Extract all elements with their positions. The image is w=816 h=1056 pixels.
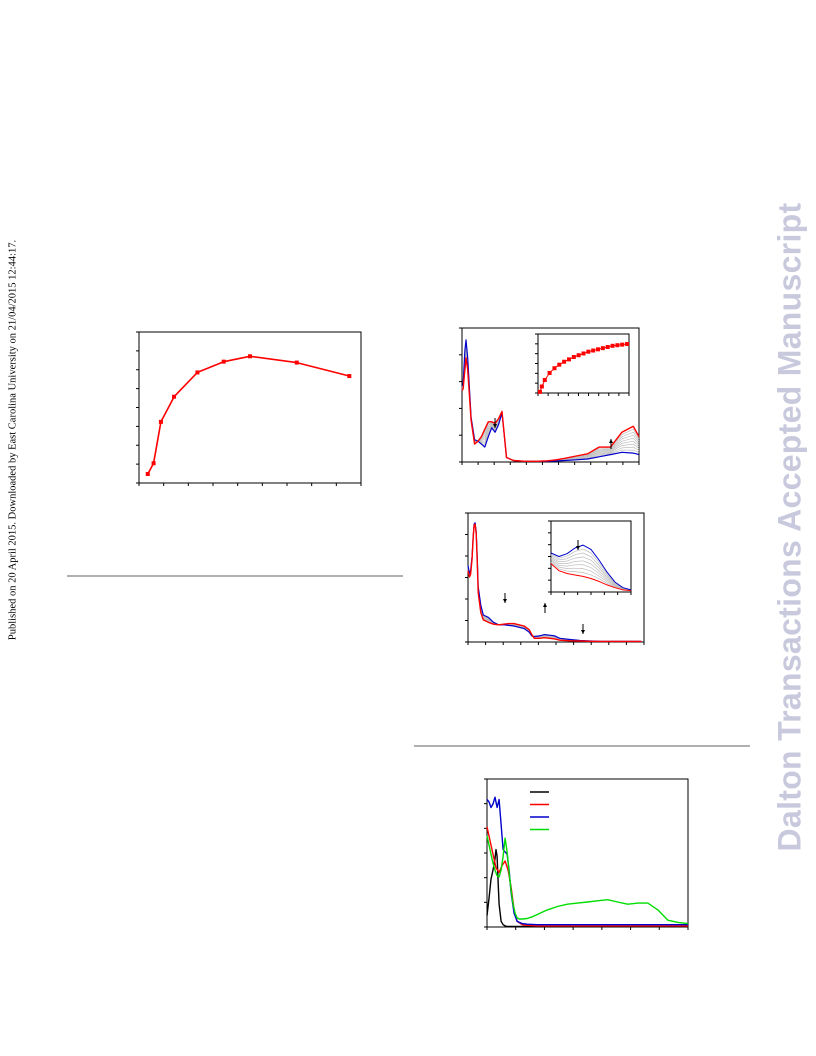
fig1-series-line-point bbox=[294, 360, 299, 365]
fig3-arrow-up-head bbox=[543, 603, 547, 607]
fig2-frame bbox=[461, 327, 640, 463]
figure-4 bbox=[484, 778, 689, 930]
fig3-inset-intermediate bbox=[550, 556, 632, 591]
fig1-series-line-point bbox=[248, 354, 252, 359]
fig2-inset-series-point bbox=[581, 351, 586, 356]
fig3-inset-intermediate bbox=[550, 552, 632, 591]
fig2-inset-series-point bbox=[542, 378, 547, 383]
figure-3 bbox=[465, 512, 645, 645]
fig2-inset-series-point bbox=[620, 342, 625, 347]
fig1-series-line-point bbox=[151, 461, 156, 466]
fig3-inset-intermediate bbox=[550, 562, 632, 591]
fig2-inset-series-point bbox=[566, 357, 571, 362]
section-divider-right bbox=[414, 745, 750, 747]
fig2-inset-series-point bbox=[537, 389, 542, 394]
fig2-inset-series-point bbox=[605, 344, 610, 349]
fig4-legend bbox=[530, 791, 549, 831]
fig2-series-red bbox=[461, 357, 640, 462]
fig2-arrow-up-head bbox=[609, 439, 613, 443]
fig2-inset-series-point bbox=[576, 353, 581, 358]
fig1-series-line-point bbox=[158, 419, 163, 424]
fig2-inset-series-point bbox=[610, 343, 615, 348]
fig1-series-line bbox=[147, 355, 350, 475]
fig2-inset-series-point bbox=[615, 343, 620, 348]
section-divider-left bbox=[67, 575, 403, 577]
fig3-arrow-down-2-head bbox=[581, 630, 585, 634]
fig3-inset-series-blue bbox=[550, 544, 632, 591]
fig3-inset-intermediate bbox=[550, 558, 632, 591]
fig4-frame bbox=[486, 778, 689, 928]
fig2-inset-series-point bbox=[557, 362, 562, 367]
fig3-inset-intermediate bbox=[550, 560, 632, 591]
figure-3-inset bbox=[548, 520, 632, 595]
fig3-series-red bbox=[467, 523, 642, 643]
fig4-series-green bbox=[486, 835, 689, 925]
fig2-inset-series-point bbox=[596, 347, 601, 352]
fig2-inset-series-point bbox=[586, 349, 591, 354]
figure-1 bbox=[136, 331, 362, 486]
fig2-inset-series-point bbox=[600, 346, 605, 351]
fig2-inset-series-point bbox=[539, 384, 544, 389]
fig2-arrow-down-head bbox=[493, 424, 497, 428]
fig2-inset-series-point bbox=[562, 359, 567, 364]
fig3-arrow-down-head bbox=[503, 599, 507, 603]
fig1-series-line-point bbox=[221, 359, 226, 364]
fig4-series-black bbox=[486, 848, 688, 928]
fig2-inset-series-point bbox=[625, 342, 630, 347]
fig4-series-red bbox=[486, 826, 688, 927]
fig1-series-line-point bbox=[145, 472, 150, 477]
fig2-inset-series-point bbox=[547, 370, 552, 375]
fig2-inset-series-point bbox=[591, 348, 596, 353]
fig1-series-line-point bbox=[195, 370, 200, 375]
fig2-inset-series-point bbox=[571, 355, 576, 360]
fig3-inset-intermediate bbox=[550, 559, 632, 591]
figure-2 bbox=[459, 327, 640, 465]
fig2-inset-series-point bbox=[552, 366, 557, 371]
figure-2-inset bbox=[535, 333, 630, 396]
fig1-series-line-point bbox=[347, 374, 352, 379]
fig4-series-blue bbox=[486, 796, 688, 926]
fig2-inset-bg bbox=[538, 334, 629, 393]
fig3-inset-arrow-down-head bbox=[576, 546, 580, 550]
fig1-series-line-point bbox=[172, 394, 177, 399]
fig3-inset-series-red bbox=[550, 563, 632, 592]
